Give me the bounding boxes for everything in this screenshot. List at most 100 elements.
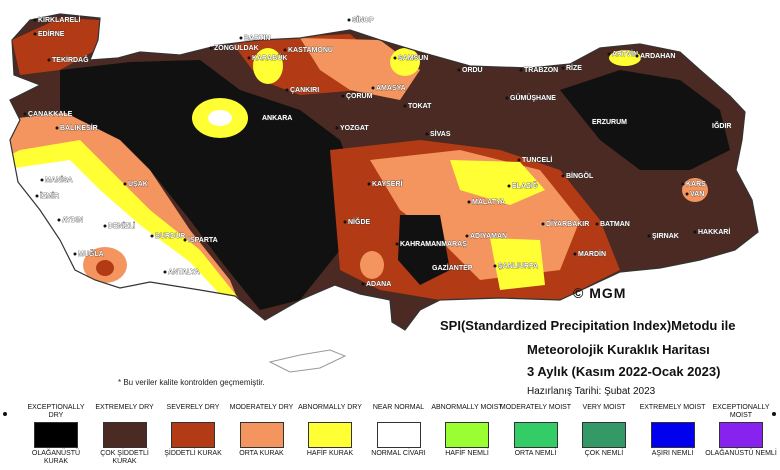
city-marker bbox=[465, 234, 469, 238]
city-marker bbox=[517, 158, 521, 162]
city-label: BALIKESİR bbox=[60, 124, 98, 132]
city-marker bbox=[587, 120, 591, 124]
city-marker bbox=[35, 194, 39, 198]
city-marker bbox=[33, 32, 37, 36]
city-marker bbox=[541, 222, 545, 226]
legend-label-en: EXCEPTIONALLY DRY bbox=[27, 404, 85, 419]
city-label: EDİRNE bbox=[38, 30, 65, 38]
city-label: BURDUR bbox=[155, 233, 185, 240]
city-label: UŞAK bbox=[128, 181, 148, 188]
city-labels: KIRKLARELİ EDİRNE TEKİRDAĞ ÇANAKKALE BALIKES… bbox=[23, 16, 732, 288]
legend-swatch bbox=[445, 422, 489, 448]
legend-label-en: VERY MOIST bbox=[582, 404, 626, 411]
legend-swatch bbox=[650, 422, 695, 448]
legend-label-en: SEVERELY DRY bbox=[166, 404, 220, 411]
legend-item: ABNORMALLY MOIST HAFİF NEMLİ bbox=[431, 404, 503, 458]
legend-label-tr: ORTA NEMLİ bbox=[514, 450, 557, 457]
normal-ankara-west bbox=[208, 110, 232, 126]
legend-label-tr: NORMAL CİVARI bbox=[371, 450, 426, 457]
corner-dot bbox=[3, 412, 7, 416]
city-label: KIRKLARELİ bbox=[38, 16, 80, 24]
city-label: KAYSERİ bbox=[372, 180, 403, 188]
legend-label-en: MODERATELY DRY bbox=[229, 404, 294, 411]
city-marker bbox=[23, 112, 27, 116]
legend: EXCEPTIONALLY DRY OLAĞANÜSTÜ KURAK EXTREME… bbox=[0, 404, 780, 470]
city-label: MARDİN bbox=[578, 250, 606, 258]
legend-label-en: MODERATELY MOIST bbox=[499, 404, 572, 411]
city-marker bbox=[707, 124, 711, 128]
legend-swatch bbox=[582, 422, 626, 448]
abnormal-artvin bbox=[609, 50, 641, 66]
legend-swatch bbox=[102, 422, 147, 448]
city-marker bbox=[595, 222, 599, 226]
legend-label-tr: ÇOK NEMLİ bbox=[584, 450, 624, 457]
legend-item: VERY MOIST ÇOK NEMLİ bbox=[568, 404, 640, 458]
moderate-van bbox=[682, 178, 708, 202]
city-label: ADANA bbox=[366, 281, 391, 288]
city-label: ŞANLIURFA bbox=[498, 263, 538, 270]
city-label: ANKARA bbox=[262, 115, 292, 122]
prepared-date: Hazırlanış Tarihi: Şubat 2023 bbox=[527, 386, 656, 397]
city-label: AYDIN bbox=[62, 217, 83, 224]
legend-item: EXCEPTIONALLY DRY OLAĞANÜSTÜ KURAK bbox=[20, 404, 92, 466]
city-marker bbox=[285, 88, 289, 92]
city-label: HAKKARİ bbox=[698, 228, 730, 236]
city-marker bbox=[519, 68, 523, 72]
city-marker bbox=[247, 56, 251, 60]
city-label: ERZURUM bbox=[592, 119, 627, 126]
thrace-severe bbox=[12, 18, 100, 75]
legend-item: ABNORMALLY DRY HAFİF KURAK bbox=[294, 404, 366, 458]
city-label: DENİZLİ bbox=[108, 222, 135, 230]
legend-swatch bbox=[239, 422, 284, 448]
city-label: ELAZIĞ bbox=[512, 181, 538, 190]
city-marker bbox=[393, 56, 397, 60]
legend-item: SEVERELY DRY ŞİDDETLİ KURAK bbox=[157, 404, 229, 458]
city-label: ÇANKIRI bbox=[290, 87, 319, 94]
city-marker bbox=[561, 174, 565, 178]
city-label: TRABZON bbox=[524, 67, 558, 74]
city-marker bbox=[103, 224, 107, 228]
city-label: ZONGULDAK bbox=[214, 45, 259, 52]
city-label: ORDU bbox=[462, 67, 483, 74]
city-marker bbox=[73, 252, 77, 256]
city-marker bbox=[427, 266, 431, 270]
city-label: KARS bbox=[686, 181, 706, 188]
city-label: SİNOP bbox=[352, 16, 374, 24]
legend-label-en: NEAR NORMAL bbox=[372, 404, 425, 411]
city-marker bbox=[343, 220, 347, 224]
city-label: TUNCELİ bbox=[522, 156, 552, 164]
legend-swatch bbox=[513, 422, 558, 448]
city-label: ANTALYA bbox=[168, 269, 200, 276]
legend-item: EXTREMELY DRY ÇOK ŞİDDETLİ KURAK bbox=[89, 404, 161, 466]
city-label: KASTAMONU bbox=[288, 47, 333, 54]
city-marker bbox=[635, 54, 639, 58]
legend-item: MODERATELY MOIST ORTA NEMLİ bbox=[500, 404, 572, 458]
city-marker bbox=[507, 184, 511, 188]
city-marker bbox=[367, 182, 371, 186]
quality-note: * Bu veriler kalite kontrolden geçmemişt… bbox=[118, 378, 265, 387]
exceptional-dry-central bbox=[60, 60, 360, 310]
city-label: MANİSA bbox=[45, 176, 73, 184]
legend-label-tr: ÇOK ŞİDDETLİ KURAK bbox=[100, 450, 149, 465]
cyprus-shape bbox=[268, 349, 347, 373]
city-marker bbox=[561, 66, 565, 70]
moderate-north bbox=[300, 38, 420, 100]
city-marker bbox=[693, 230, 697, 234]
legend-item: MODERATELY DRY ORTA KURAK bbox=[226, 404, 298, 458]
city-marker bbox=[347, 18, 351, 22]
city-marker bbox=[505, 96, 509, 100]
city-label: VAN bbox=[690, 191, 704, 198]
city-label: BATMAN bbox=[600, 221, 630, 228]
map-title-line3: 3 Aylık (Kasım 2022-Ocak 2023) bbox=[527, 364, 721, 379]
city-marker bbox=[573, 252, 577, 256]
legend-label-en: ABNORMALLY DRY bbox=[298, 404, 362, 411]
legend-label-tr: AŞIRI NEMLİ bbox=[651, 450, 694, 457]
severe-mugla bbox=[96, 260, 114, 276]
city-label: KAHRAMANMARAŞ bbox=[400, 241, 467, 248]
city-marker bbox=[47, 58, 51, 62]
mgm-logo: © MGM bbox=[573, 285, 627, 301]
turkey-outline bbox=[9, 13, 759, 331]
city-marker bbox=[55, 126, 59, 130]
abnormal-karabuk bbox=[253, 48, 283, 84]
exceptional-dry-east bbox=[560, 70, 730, 170]
